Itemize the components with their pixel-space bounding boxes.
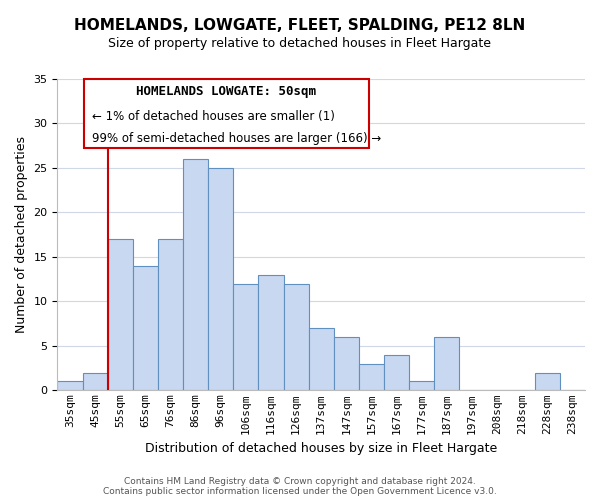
Bar xyxy=(259,274,284,390)
Bar xyxy=(208,168,233,390)
Bar xyxy=(535,372,560,390)
X-axis label: Distribution of detached houses by size in Fleet Hargate: Distribution of detached houses by size … xyxy=(145,442,497,455)
Bar xyxy=(359,364,384,390)
Bar xyxy=(183,159,208,390)
Text: ← 1% of detached houses are smaller (1): ← 1% of detached houses are smaller (1) xyxy=(92,110,335,123)
Text: HOMELANDS, LOWGATE, FLEET, SPALDING, PE12 8LN: HOMELANDS, LOWGATE, FLEET, SPALDING, PE1… xyxy=(74,18,526,32)
Text: Contains HM Land Registry data © Crown copyright and database right 2024.: Contains HM Land Registry data © Crown c… xyxy=(124,477,476,486)
Bar xyxy=(158,239,183,390)
Text: Size of property relative to detached houses in Fleet Hargate: Size of property relative to detached ho… xyxy=(109,38,491,51)
Bar xyxy=(284,284,308,391)
FancyBboxPatch shape xyxy=(84,79,368,148)
Bar xyxy=(133,266,158,390)
Text: HOMELANDS LOWGATE: 50sqm: HOMELANDS LOWGATE: 50sqm xyxy=(136,85,316,98)
Bar xyxy=(384,355,409,390)
Bar xyxy=(409,382,434,390)
Bar xyxy=(233,284,259,391)
Text: Contains public sector information licensed under the Open Government Licence v3: Contains public sector information licen… xyxy=(103,487,497,496)
Text: 99% of semi-detached houses are larger (166) →: 99% of semi-detached houses are larger (… xyxy=(92,132,381,145)
Bar xyxy=(58,382,83,390)
Bar xyxy=(434,337,460,390)
Bar xyxy=(334,337,359,390)
Bar xyxy=(83,372,107,390)
Bar xyxy=(308,328,334,390)
Bar xyxy=(107,239,133,390)
Y-axis label: Number of detached properties: Number of detached properties xyxy=(15,136,28,333)
